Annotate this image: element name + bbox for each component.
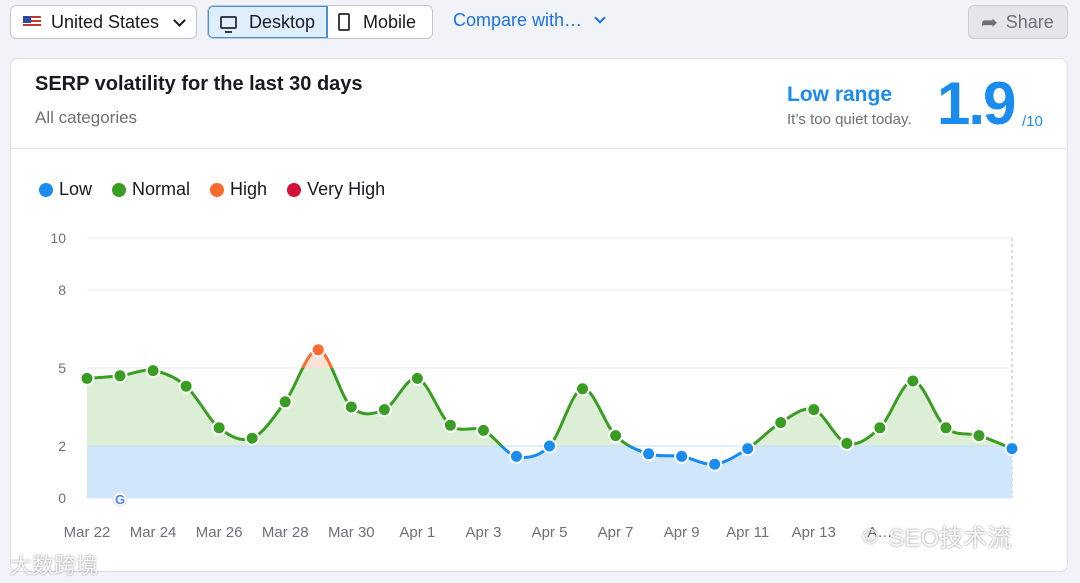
google-update-icon — [112, 491, 128, 507]
compare-label: Compare with… — [453, 10, 583, 30]
x-tick-label: Mar 24 — [130, 524, 177, 541]
legend-item-low[interactable]: Low — [39, 179, 92, 200]
card-header: SERP volatility for the last 30 days All… — [11, 59, 1067, 149]
legend-item-very-high[interactable]: Very High — [287, 179, 385, 200]
data-point — [740, 441, 756, 457]
data-point — [707, 456, 723, 472]
range-label: Low range — [787, 83, 893, 106]
data-point — [244, 430, 260, 446]
data-point — [178, 378, 194, 394]
card-subtitle: All categories — [35, 108, 138, 127]
phone-icon — [338, 13, 350, 31]
watermark-right-label: SEO技术流 — [888, 525, 1012, 552]
data-point — [674, 448, 690, 464]
card-title: SERP volatility for the last 30 days — [35, 73, 363, 95]
toolbar: United States Desktop Mobile Compare wit… — [0, 0, 1080, 46]
volatility-score: 1.9 — [937, 70, 1016, 137]
data-point — [310, 342, 326, 358]
compare-dropdown[interactable]: Compare with… — [453, 10, 606, 31]
data-point — [773, 415, 789, 431]
data-point — [806, 402, 822, 418]
data-point — [211, 420, 227, 436]
data-point — [971, 428, 987, 444]
mobile-label: Mobile — [363, 11, 417, 32]
share-arrow-icon: ➦ — [981, 11, 998, 34]
legend-dot — [287, 182, 302, 197]
y-tick-label: 8 — [58, 282, 66, 298]
x-tick-label: Mar 26 — [196, 524, 243, 541]
data-point — [508, 448, 524, 464]
data-point — [145, 363, 161, 379]
us-flag-icon — [23, 16, 41, 28]
legend-label: Normal — [132, 179, 191, 199]
y-tick-label: 0 — [58, 490, 66, 506]
data-point — [442, 417, 458, 433]
legend-label: High — [230, 179, 268, 199]
country-select[interactable]: United States — [10, 5, 197, 39]
low-area — [87, 446, 1012, 498]
legend-item-high[interactable]: High — [210, 179, 267, 200]
legend-dot — [39, 182, 53, 197]
x-tick-label: Apr 1 — [399, 524, 435, 541]
monitor-icon — [220, 15, 237, 33]
data-point — [641, 446, 657, 462]
data-point — [839, 435, 855, 451]
chart-legend: Low Normal High Very High — [39, 179, 405, 200]
data-point — [938, 420, 954, 436]
share-label: Share — [1005, 11, 1054, 32]
legend-item-normal[interactable]: Normal — [112, 179, 190, 200]
share-button[interactable]: ➦ Share — [968, 5, 1068, 39]
mobile-button[interactable]: Mobile — [328, 6, 432, 38]
y-tick-label: 2 — [58, 438, 66, 454]
x-tick-label: Apr 9 — [664, 524, 700, 541]
wechat-icon: ☺ — [858, 521, 883, 549]
data-point — [409, 370, 425, 386]
x-tick-label: Apr 13 — [792, 524, 836, 541]
data-point — [343, 399, 359, 415]
data-point — [79, 370, 95, 386]
range-note: It’s too quiet today. — [787, 111, 912, 128]
x-tick-label: Apr 11 — [726, 524, 769, 541]
data-point — [872, 420, 888, 436]
watermark-right: ☺ SEO技术流 — [858, 518, 1011, 553]
x-tick-label: Apr 7 — [598, 524, 634, 541]
legend-dot — [210, 182, 225, 197]
x-tick-label: A… — [867, 524, 892, 541]
x-tick-label: Mar 30 — [328, 524, 375, 541]
device-toggle: Desktop Mobile — [207, 5, 433, 39]
score-max: /10 — [1022, 113, 1043, 130]
watermark-left: 大数跨境 — [10, 553, 99, 578]
y-tick-label: 10 — [50, 230, 66, 246]
x-tick-label: Mar 28 — [262, 524, 309, 541]
data-point — [1004, 441, 1020, 457]
x-tick-label: Mar 22 — [64, 524, 111, 541]
legend-dot — [112, 182, 127, 197]
legend-label: Very High — [307, 179, 386, 199]
data-point — [542, 438, 557, 454]
data-point — [112, 368, 128, 384]
data-point — [575, 381, 591, 397]
desktop-button[interactable]: Desktop — [208, 6, 328, 38]
google-g-glyph: G — [115, 492, 125, 507]
data-point — [905, 373, 921, 389]
high-area — [302, 349, 332, 368]
x-tick-label: Apr 5 — [532, 524, 568, 541]
legend-label: Low — [59, 179, 93, 199]
x-tick-label: Apr 3 — [465, 524, 501, 541]
country-label: United States — [51, 11, 160, 32]
data-point — [608, 428, 624, 444]
data-point — [475, 422, 491, 438]
data-point — [277, 394, 293, 410]
desktop-label: Desktop — [249, 11, 316, 32]
y-tick-label: 5 — [58, 360, 66, 376]
data-point — [376, 402, 392, 418]
